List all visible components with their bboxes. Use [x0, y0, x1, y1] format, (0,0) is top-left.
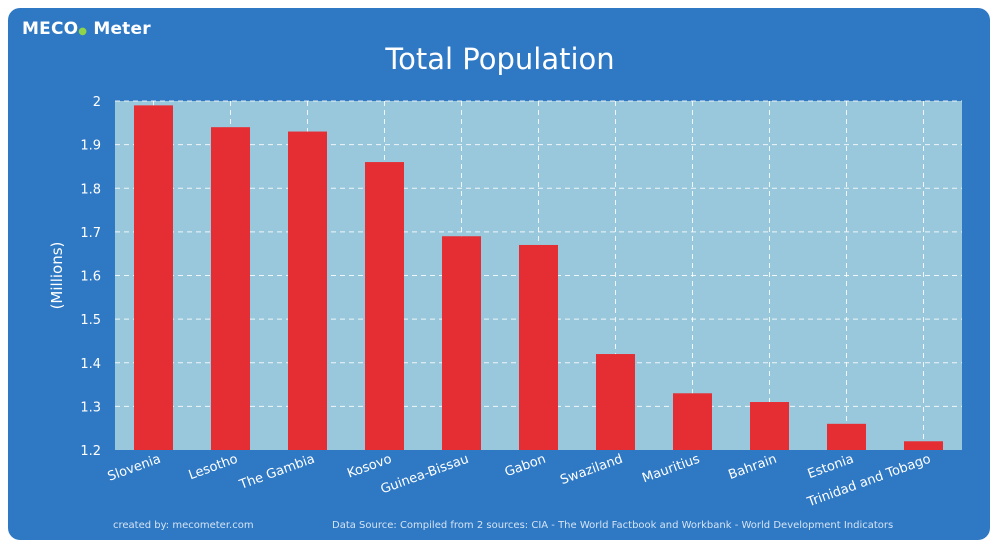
x-tick-label: Lesotho [187, 452, 240, 484]
x-tick-label: Guinea-Bissau [379, 452, 471, 498]
logo-eco: ECO [39, 19, 79, 39]
x-tick-label: Estonia [806, 452, 856, 482]
x-tick-label: Bahrain [726, 452, 778, 483]
mecometer-logo: MECO● Meter [22, 19, 151, 39]
y-tick-label: 1.6 [80, 270, 101, 285]
chart-title: Total Population [385, 42, 615, 76]
bar-bahrain [750, 402, 789, 450]
y-tick-label: 1.7 [80, 226, 101, 241]
bar-gabon [519, 244, 558, 450]
x-tick-label: Slovenia [106, 452, 163, 485]
bar-trinidad-and-tobago [904, 441, 943, 450]
bar-kosovo [365, 162, 404, 450]
bar-estonia [827, 423, 866, 450]
y-tick-label: 1.9 [80, 139, 101, 154]
data-source-note: Data Source: Compiled from 2 sources: CI… [332, 520, 894, 531]
logo-prefix: M [22, 19, 40, 39]
bar-guinea-bissau [442, 236, 481, 450]
bar-mauritius [673, 393, 712, 450]
bar-swaziland [596, 354, 635, 450]
y-tick-label: 1.4 [80, 357, 101, 372]
bar-lesotho [211, 127, 250, 451]
logo-suffix: Meter [93, 19, 151, 39]
y-axis-label: (Millions) [48, 242, 66, 310]
bar-the-gambia [288, 131, 327, 450]
y-tick-label: 1.3 [80, 400, 101, 415]
y-tick-label: 1.8 [80, 182, 101, 197]
x-tick-label: Kosovo [345, 452, 394, 482]
logo-leaf-icon: ● [78, 26, 88, 37]
x-tick-label: The Gambia [237, 452, 317, 493]
bars [134, 105, 943, 451]
x-tick-label: Mauritius [640, 452, 702, 487]
y-tick-label: 1.5 [80, 313, 101, 328]
y-tick-label: 2 [93, 95, 101, 110]
created-by-credit: created by: mecometer.com [113, 520, 254, 531]
y-tick-labels: 1.2 1.3 1.4 1.5 1.6 1.7 1.8 1.9 2 [80, 95, 101, 459]
y-tick-label: 1.2 [80, 444, 101, 459]
x-tick-label: Gabon [503, 452, 548, 481]
bar-slovenia [134, 105, 173, 451]
x-tick-label: Swaziland [558, 452, 625, 488]
